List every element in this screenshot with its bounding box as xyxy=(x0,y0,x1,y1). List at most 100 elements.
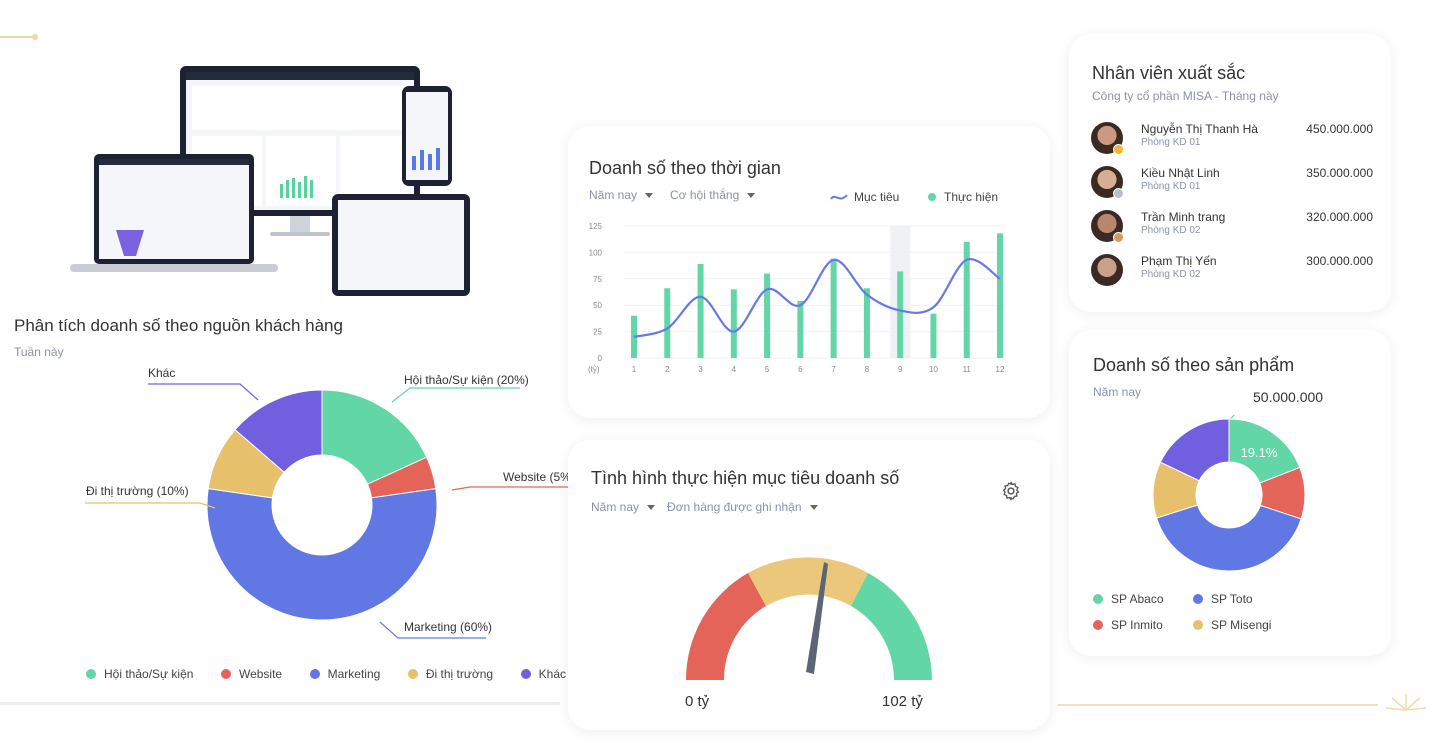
x-tick-label: 10 xyxy=(929,365,938,374)
legend-target-label: Mục tiêu xyxy=(854,190,900,204)
medal-icon xyxy=(1113,144,1124,155)
staff-row[interactable]: Phạm Thị Yến Phòng KD 02 300.000.000 xyxy=(1091,254,1375,290)
legend-dot xyxy=(1193,620,1203,630)
time-filter-type[interactable]: Cơ hội thắng xyxy=(670,188,756,202)
x-tick-label: 4 xyxy=(732,365,737,374)
leader-line-marketing xyxy=(379,621,486,639)
legend-dot xyxy=(1193,594,1203,604)
source-donut-chart xyxy=(85,383,570,639)
staff-row[interactable]: Trần Minh trang Phòng KD 02 320.000.000 xyxy=(1091,210,1375,246)
x-tick-label: 12 xyxy=(996,365,1005,374)
goal-filter-period[interactable]: Năm nay xyxy=(591,500,656,514)
donut-slice-4[interactable] xyxy=(1159,418,1230,482)
medal-icon xyxy=(1113,232,1124,243)
sun-decor-icon xyxy=(1385,694,1427,711)
gauge-segment-green xyxy=(851,573,932,680)
bar-month-11[interactable] xyxy=(963,241,970,358)
time-chart-card: Doanh số theo thời gian Năm nay Cơ hội t… xyxy=(568,126,1050,418)
staff-row[interactable]: Nguyễn Thị Thanh Hà Phòng KD 01 450.000.… xyxy=(1091,122,1375,158)
staff-dept: Phòng KD 02 xyxy=(1141,225,1201,236)
legend-item-inmito[interactable]: SP Inmito xyxy=(1093,618,1193,632)
legend-actual[interactable]: Thực hiện xyxy=(928,190,998,204)
legend-item-toto[interactable]: SP Toto xyxy=(1193,592,1293,606)
source-analysis-title: Phân tích doanh số theo nguồn khách hàng xyxy=(14,316,343,335)
staff-name: Trần Minh trang xyxy=(1141,210,1226,224)
staff-dept: Phòng KD 02 xyxy=(1141,269,1201,280)
legend-item-website[interactable]: Website xyxy=(220,667,283,681)
x-tick-label: 2 xyxy=(665,365,670,374)
goal-filter-type-label: Đơn hàng được ghi nhận xyxy=(667,500,802,514)
label-marketing: Marketing (60%) xyxy=(404,620,493,634)
legend-item-abaco[interactable]: SP Abaco xyxy=(1093,592,1193,606)
gear-icon[interactable] xyxy=(1000,480,1022,507)
product-title: Doanh số theo sản phẩm xyxy=(1093,355,1295,375)
label-other: Khác xyxy=(148,366,176,380)
legend-label: Website xyxy=(238,667,283,681)
product-period[interactable]: Năm nay xyxy=(1093,385,1142,399)
staff-dept: Phòng KD 01 xyxy=(1141,181,1201,192)
legend-dot xyxy=(1093,620,1103,630)
legend-target[interactable]: Mục tiêu xyxy=(830,190,899,204)
bar-month-5[interactable] xyxy=(764,273,771,358)
goal-filter-type[interactable]: Đơn hàng được ghi nhận xyxy=(667,500,818,514)
chevron-down-icon xyxy=(645,193,654,199)
target-line xyxy=(633,258,1001,338)
bar-month-9[interactable] xyxy=(897,271,904,358)
legend-label: SP Abaco xyxy=(1111,592,1164,606)
x-tick-label: 3 xyxy=(698,365,703,374)
bar-month-6[interactable] xyxy=(797,300,804,358)
x-tick-label: 11 xyxy=(963,365,972,374)
legend-dot xyxy=(1093,594,1103,604)
bar-month-12[interactable] xyxy=(997,233,1003,358)
bar-month-3[interactable] xyxy=(697,264,704,358)
legend-item-other[interactable]: Khác xyxy=(520,667,566,681)
donut-slice-2[interactable] xyxy=(1155,504,1302,572)
decor-line-bottom xyxy=(1058,704,1378,706)
bar-month-2[interactable] xyxy=(664,288,671,358)
gauge-segment-yellow xyxy=(748,557,868,606)
donut-slice-4[interactable] xyxy=(234,389,323,473)
legend-label: Marketing xyxy=(327,667,381,681)
y-tick-label: 125 xyxy=(589,222,603,231)
time-filter-period[interactable]: Năm nay xyxy=(589,188,654,202)
staff-row[interactable]: Kiều Nhật Linh Phòng KD 01 350.000.000 xyxy=(1091,166,1375,202)
bar-month-10[interactable] xyxy=(930,313,937,358)
x-tick-label: 8 xyxy=(865,365,870,374)
callout-leader-line xyxy=(1228,415,1235,422)
leader-line-events xyxy=(391,387,520,403)
source-analysis-period[interactable]: Tuần này xyxy=(14,345,64,359)
staff-title: Nhân viên xuất sắc xyxy=(1092,63,1246,83)
staff-dept: Phòng KD 01 xyxy=(1141,137,1201,148)
gauge-max-label: 102 tỷ xyxy=(882,693,923,710)
leader-line-field xyxy=(85,502,216,509)
bar-month-7[interactable] xyxy=(830,258,837,358)
line-wave-icon xyxy=(830,194,848,200)
label-events: Hội thảo/Sự kiện (20%) xyxy=(404,373,529,387)
source-legend: Hội thảo/Sự kiện Website Marketing Đi th… xyxy=(86,667,566,681)
decor-line xyxy=(0,36,34,38)
chevron-down-icon xyxy=(809,505,818,511)
goal-gauge-card: Tình hình thực hiện mục tiêu doanh số Nă… xyxy=(568,440,1050,730)
y-tick-label: 50 xyxy=(593,301,602,310)
staff-name: Nguyễn Thị Thanh Hà xyxy=(1141,122,1258,136)
legend-dot xyxy=(928,193,936,201)
bar-month-8[interactable] xyxy=(863,288,870,358)
bottom-divider xyxy=(0,702,560,705)
legend-dot xyxy=(220,669,231,679)
legend-dot xyxy=(309,669,320,679)
legend-item-marketing[interactable]: Marketing xyxy=(309,667,381,681)
bar-month-1[interactable] xyxy=(631,315,637,358)
slice-label-abaco: 19.1% xyxy=(1241,445,1278,460)
chevron-down-icon xyxy=(647,505,656,511)
legend-item-events[interactable]: Hội thảo/Sự kiện xyxy=(86,667,193,681)
legend-item-misengi[interactable]: SP Misengi xyxy=(1193,618,1293,632)
donut-slice-0[interactable] xyxy=(321,389,428,485)
y-unit-label: (tỷ) xyxy=(588,365,600,374)
donut-slice-2[interactable] xyxy=(206,488,438,621)
bar-month-4[interactable] xyxy=(730,289,737,358)
legend-label: SP Toto xyxy=(1211,592,1253,606)
time-chart-title: Doanh số theo thời gian xyxy=(589,158,781,178)
legend-item-field[interactable]: Đi thị trường xyxy=(407,667,493,681)
goal-filter-period-label: Năm nay xyxy=(591,500,640,514)
